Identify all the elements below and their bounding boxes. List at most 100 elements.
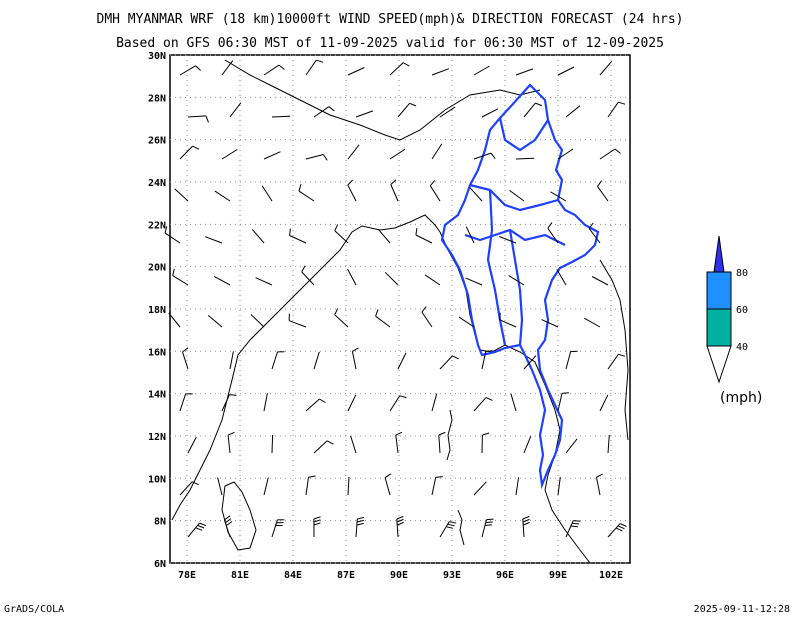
wind-barb: [515, 477, 520, 496]
wind-barb: [473, 481, 487, 496]
nicobar-islands: [457, 509, 465, 546]
wind-barb: [429, 180, 441, 202]
wind-barb: [271, 519, 285, 538]
wind-barb: [508, 275, 525, 286]
wind-barbs: [164, 59, 627, 538]
wind-barb: [172, 268, 189, 286]
wind-barb: [355, 110, 374, 118]
wind-barb: [187, 522, 207, 538]
wind-barb: [313, 440, 334, 454]
wind-barb: [431, 143, 443, 160]
wind-barb: [350, 435, 357, 454]
wind-barb: [221, 149, 238, 160]
wind-barb: [389, 62, 410, 76]
wind-barb: [396, 515, 404, 538]
wind-barb: [313, 351, 320, 370]
wind-barb: [431, 393, 438, 412]
wind-barb: [523, 355, 537, 370]
colorbar-arrow-top: [713, 235, 725, 273]
colorbar-segment-80: [706, 271, 732, 310]
wind-barb: [347, 67, 365, 76]
wind-barb: [261, 185, 273, 202]
wind-barb: [465, 277, 483, 286]
wind-barb: [271, 351, 285, 370]
wind-barb: [499, 312, 517, 328]
wind-barb: [499, 236, 517, 244]
colorbar: [706, 235, 732, 384]
wind-barb: [347, 268, 357, 286]
wind-barb: [565, 438, 578, 454]
colorbar-arrow-bottom: [706, 345, 732, 384]
lat-label: 22N: [148, 220, 166, 231]
wind-barb: [565, 520, 581, 538]
lat-label: 28N: [148, 93, 166, 104]
footer-software: GrADS/COLA: [4, 604, 65, 615]
wind-barb: [263, 477, 269, 496]
wind-barb: [179, 145, 200, 160]
wind-barb: [384, 473, 392, 496]
wind-barb: [355, 516, 365, 538]
colorbar-label-80: 80: [736, 268, 748, 279]
wind-barb: [557, 66, 575, 76]
wind-barb: [174, 188, 189, 202]
wind-barb: [584, 317, 601, 328]
colorbar-label-40: 40: [736, 342, 748, 353]
wind-barb: [439, 106, 456, 118]
wind-barb: [397, 102, 417, 118]
wind-barb: [375, 309, 391, 328]
wind-barb: [347, 394, 357, 412]
wind-barb: [515, 157, 535, 160]
wind-barb: [510, 393, 517, 412]
wind-barb: [473, 397, 493, 412]
wind-barb: [305, 475, 316, 496]
wind-barb: [313, 106, 335, 118]
chart-subtitle: Based on GFS 06:30 MST of 11-09-2025 val…: [116, 36, 664, 51]
wind-barb: [229, 351, 234, 370]
wind-barb: [523, 102, 543, 118]
wind-barb: [465, 226, 475, 244]
lon-label: 87E: [337, 570, 355, 581]
colorbar-label-60: 60: [736, 305, 748, 316]
footer-timestamp: 2025-09-11-12:28: [693, 604, 790, 615]
lon-label: 99E: [549, 570, 567, 581]
wind-barb: [204, 236, 223, 244]
lat-label: 20N: [148, 263, 166, 274]
wind-barb: [481, 350, 493, 370]
peninsula-coast: [544, 489, 591, 564]
lat-label: 16N: [148, 347, 166, 358]
wind-barb: [565, 105, 581, 118]
wind-barb: [431, 68, 450, 76]
wind-barb: [481, 432, 490, 454]
lat-label: 24N: [148, 178, 166, 189]
wind-barb: [288, 313, 307, 328]
wind-barb: [213, 275, 231, 286]
wind-barb: [384, 271, 399, 286]
lat-label: 14N: [148, 390, 166, 401]
lat-labels: 30N 28N 26N 24N 22N 20N 18N 16N 14N 12N 10N 8N 6N: [148, 51, 166, 570]
wind-barb: [509, 189, 525, 202]
wind-barb: [389, 148, 406, 160]
wind-barb: [547, 222, 559, 244]
wind-barb: [271, 115, 291, 118]
wind-barb: [424, 274, 441, 286]
wind-barb: [607, 523, 627, 538]
wind-barb: [187, 436, 197, 454]
wind-barb: [523, 436, 532, 454]
wind-barb: [557, 148, 574, 160]
andaman-islands: [446, 409, 453, 461]
wind-barb: [179, 481, 199, 496]
state-boundary-3: [486, 189, 507, 346]
wind-barb: [397, 352, 407, 370]
wind-barb: [182, 347, 189, 370]
lon-label: 81E: [231, 570, 249, 581]
grid-lines: [170, 54, 630, 564]
wind-barb: [431, 476, 443, 496]
lon-label: 96E: [496, 570, 514, 581]
wind-barb: [187, 115, 209, 123]
lat-label: 18N: [148, 305, 166, 316]
wind-barb: [421, 306, 433, 328]
wind-barb: [255, 277, 273, 286]
wind-barb: [607, 353, 626, 370]
wind-barb: [334, 224, 349, 244]
wind-barb: [313, 516, 321, 538]
